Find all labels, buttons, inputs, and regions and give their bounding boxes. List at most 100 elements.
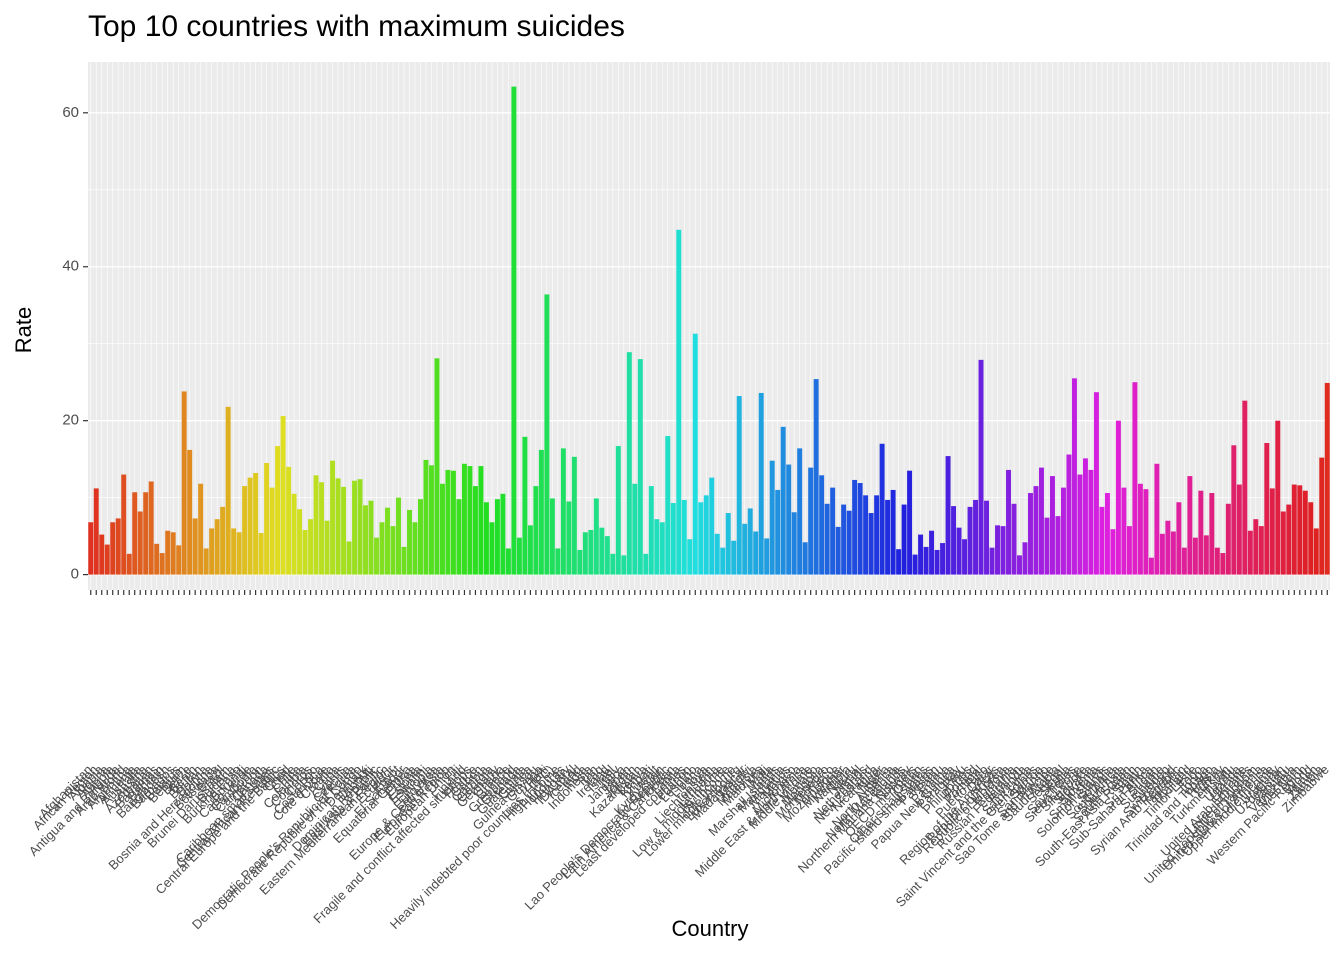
bar (967, 506, 973, 575)
bar (104, 544, 110, 575)
bar (1060, 487, 1066, 575)
bars (88, 86, 1330, 575)
bar (1319, 457, 1325, 575)
bar (764, 538, 770, 575)
bar (731, 540, 737, 575)
bar (791, 512, 797, 575)
bar (1165, 520, 1171, 575)
bar (1143, 489, 1149, 575)
bar (1297, 485, 1303, 575)
bar (852, 479, 858, 575)
bar (1082, 458, 1088, 575)
bar (242, 486, 248, 575)
y-tick-label: 40 (62, 258, 79, 275)
bar (599, 527, 605, 575)
bar (335, 478, 341, 575)
bar (434, 358, 440, 575)
bar (418, 499, 423, 575)
bar (643, 553, 649, 575)
bar (830, 487, 836, 575)
y-tick-label: 60 (62, 104, 79, 121)
bar (615, 446, 621, 575)
bar (929, 530, 935, 575)
bar (879, 443, 885, 575)
bar (187, 449, 193, 575)
bar (912, 554, 918, 575)
bar (1220, 553, 1226, 575)
bar (159, 553, 165, 575)
bar (769, 460, 775, 575)
bar (962, 539, 968, 575)
bar (896, 549, 902, 575)
bar (522, 436, 528, 575)
bar (401, 546, 407, 575)
bar (1324, 382, 1330, 575)
bar (945, 456, 951, 575)
bar (357, 479, 363, 575)
bar (736, 396, 742, 575)
bar (989, 547, 995, 575)
bar (1132, 382, 1138, 575)
bar (115, 518, 121, 575)
bar (1159, 533, 1165, 575)
bar (363, 505, 368, 575)
bar (225, 406, 231, 575)
bar (571, 456, 577, 575)
bar (214, 519, 220, 575)
bar (978, 359, 984, 575)
bar (412, 522, 418, 575)
bar (148, 481, 154, 575)
bar (170, 532, 176, 575)
bar (1209, 493, 1215, 575)
bar (1022, 542, 1028, 575)
bar (472, 486, 478, 575)
bar (1011, 503, 1017, 575)
bar (368, 500, 374, 575)
bar (588, 529, 594, 575)
bar (1225, 503, 1231, 575)
bar (494, 499, 500, 575)
bar (846, 510, 852, 575)
y-axis-title: Rate (11, 307, 36, 353)
bar (1187, 476, 1193, 575)
bar (885, 499, 891, 575)
bar (516, 537, 522, 575)
bar (835, 526, 841, 575)
bar (1253, 519, 1259, 575)
bar (1291, 484, 1297, 575)
bar (1280, 511, 1286, 575)
bar (511, 86, 517, 575)
bar (1181, 547, 1187, 575)
bar (637, 359, 643, 575)
bar (198, 483, 204, 575)
bar (747, 508, 753, 575)
bar (1066, 454, 1072, 575)
bar (137, 511, 143, 575)
bar (253, 473, 259, 575)
x-axis-title: Country (671, 916, 748, 941)
bar (483, 502, 489, 575)
bar (626, 352, 632, 575)
bar (1258, 526, 1264, 575)
bar (659, 522, 665, 575)
bar (1110, 529, 1116, 575)
bar (154, 543, 160, 575)
bar (857, 483, 863, 575)
bar (505, 548, 511, 575)
bar (1071, 378, 1077, 575)
bar (780, 426, 786, 575)
bar (841, 504, 847, 575)
bar (582, 532, 588, 575)
bar (544, 294, 550, 575)
bar (593, 498, 599, 575)
bar (1126, 526, 1132, 575)
chart-title: Top 10 countries with maximum suicides (88, 10, 625, 43)
bar (725, 513, 731, 575)
bar (797, 448, 803, 575)
bar (132, 492, 138, 575)
bar (676, 229, 682, 575)
bar (1055, 516, 1061, 575)
bar (286, 466, 292, 575)
bar (396, 497, 401, 575)
